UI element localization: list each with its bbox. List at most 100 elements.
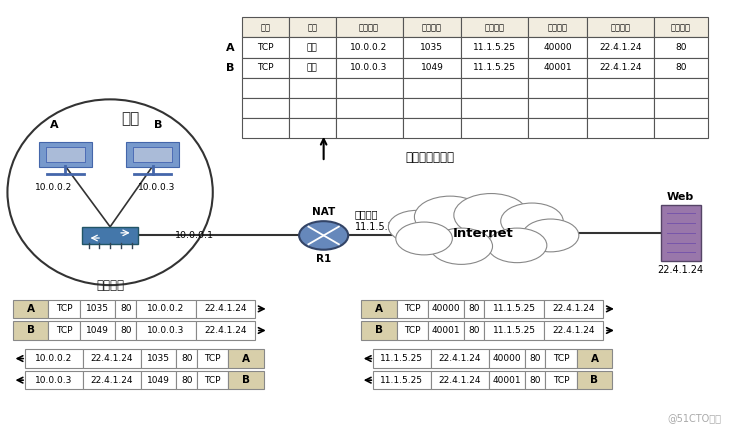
FancyBboxPatch shape xyxy=(48,321,80,340)
FancyBboxPatch shape xyxy=(136,321,196,340)
Text: A: A xyxy=(243,353,250,364)
Text: 22.4.1.24: 22.4.1.24 xyxy=(658,265,704,275)
FancyBboxPatch shape xyxy=(196,321,255,340)
FancyBboxPatch shape xyxy=(336,118,403,138)
Text: A: A xyxy=(225,42,234,53)
Text: 11.1.5.25: 11.1.5.25 xyxy=(473,43,516,52)
Circle shape xyxy=(522,219,579,252)
FancyBboxPatch shape xyxy=(484,321,544,340)
Text: 80: 80 xyxy=(181,376,193,384)
FancyBboxPatch shape xyxy=(289,17,336,38)
FancyBboxPatch shape xyxy=(197,371,228,389)
FancyBboxPatch shape xyxy=(464,300,484,318)
FancyBboxPatch shape xyxy=(176,371,197,389)
FancyBboxPatch shape xyxy=(525,371,545,389)
Text: 22.4.1.24: 22.4.1.24 xyxy=(599,63,642,72)
Text: TCP: TCP xyxy=(404,326,420,335)
Text: 22.4.1.24: 22.4.1.24 xyxy=(90,354,133,363)
Text: NAT: NAT xyxy=(312,206,336,217)
FancyBboxPatch shape xyxy=(136,300,196,318)
FancyBboxPatch shape xyxy=(25,349,83,368)
Text: 专用端口: 专用端口 xyxy=(422,23,442,32)
FancyBboxPatch shape xyxy=(13,300,48,318)
FancyBboxPatch shape xyxy=(48,300,80,318)
FancyBboxPatch shape xyxy=(525,349,545,368)
Text: TCP: TCP xyxy=(257,63,274,72)
FancyBboxPatch shape xyxy=(587,17,654,38)
Text: A: A xyxy=(591,353,598,364)
Text: TCP: TCP xyxy=(553,354,569,363)
FancyBboxPatch shape xyxy=(403,98,461,118)
Text: 22.4.1.24: 22.4.1.24 xyxy=(552,326,595,335)
Text: 22.4.1.24: 22.4.1.24 xyxy=(438,376,481,384)
Text: TCP: TCP xyxy=(257,43,274,52)
Text: 80: 80 xyxy=(468,305,480,313)
FancyBboxPatch shape xyxy=(336,38,403,57)
FancyBboxPatch shape xyxy=(587,78,654,98)
Text: A: A xyxy=(50,120,59,130)
Text: 10.0.0.2: 10.0.0.2 xyxy=(350,43,388,52)
Text: 远程地址: 远程地址 xyxy=(611,23,630,32)
Text: 1049: 1049 xyxy=(420,63,443,72)
FancyBboxPatch shape xyxy=(242,78,289,98)
FancyBboxPatch shape xyxy=(242,17,289,38)
FancyBboxPatch shape xyxy=(242,118,289,138)
FancyBboxPatch shape xyxy=(373,349,431,368)
Text: TCP: TCP xyxy=(205,354,221,363)
Text: 11.1.5.25: 11.1.5.25 xyxy=(380,376,423,384)
FancyBboxPatch shape xyxy=(289,57,336,78)
FancyBboxPatch shape xyxy=(528,78,587,98)
FancyBboxPatch shape xyxy=(431,371,489,389)
FancyBboxPatch shape xyxy=(289,78,336,98)
Text: 80: 80 xyxy=(181,354,193,363)
Text: 10.0.0.2: 10.0.0.2 xyxy=(35,354,72,363)
Text: 公网地址
11.1.5.25: 公网地址 11.1.5.25 xyxy=(355,209,401,232)
Text: B: B xyxy=(27,325,34,336)
FancyBboxPatch shape xyxy=(132,146,173,162)
Circle shape xyxy=(414,196,486,238)
Circle shape xyxy=(388,210,445,243)
Text: 11.1.5.25: 11.1.5.25 xyxy=(493,305,536,313)
Text: 80: 80 xyxy=(529,354,541,363)
Text: 1049: 1049 xyxy=(147,376,170,384)
Text: 22.4.1.24: 22.4.1.24 xyxy=(204,326,247,335)
Text: TCP: TCP xyxy=(404,305,420,313)
FancyBboxPatch shape xyxy=(587,98,654,118)
FancyBboxPatch shape xyxy=(80,300,115,318)
Text: 私网地址: 私网地址 xyxy=(96,279,124,292)
FancyBboxPatch shape xyxy=(587,38,654,57)
FancyBboxPatch shape xyxy=(45,146,86,162)
FancyBboxPatch shape xyxy=(528,17,587,38)
Text: B: B xyxy=(375,325,382,336)
FancyBboxPatch shape xyxy=(461,78,528,98)
Text: 端口地址转换表: 端口地址转换表 xyxy=(405,151,455,164)
FancyBboxPatch shape xyxy=(13,321,48,340)
Text: 方向: 方向 xyxy=(307,23,317,32)
Text: 22.4.1.24: 22.4.1.24 xyxy=(552,305,595,313)
FancyBboxPatch shape xyxy=(373,371,431,389)
FancyBboxPatch shape xyxy=(228,371,264,389)
FancyBboxPatch shape xyxy=(545,349,577,368)
Text: 40000: 40000 xyxy=(543,43,572,52)
Text: 22.4.1.24: 22.4.1.24 xyxy=(90,376,133,384)
Text: 出站: 出站 xyxy=(307,43,318,52)
FancyBboxPatch shape xyxy=(654,98,708,118)
Text: B: B xyxy=(591,375,598,385)
FancyBboxPatch shape xyxy=(545,371,577,389)
Circle shape xyxy=(454,194,528,237)
FancyBboxPatch shape xyxy=(464,321,484,340)
Circle shape xyxy=(487,228,547,263)
FancyBboxPatch shape xyxy=(242,57,289,78)
FancyBboxPatch shape xyxy=(661,206,701,261)
Text: 40000: 40000 xyxy=(493,354,521,363)
Text: 40001: 40001 xyxy=(493,376,521,384)
FancyBboxPatch shape xyxy=(83,371,141,389)
Text: 40001: 40001 xyxy=(543,63,572,72)
FancyBboxPatch shape xyxy=(577,371,612,389)
Text: 80: 80 xyxy=(120,305,132,313)
FancyBboxPatch shape xyxy=(431,349,489,368)
FancyBboxPatch shape xyxy=(489,371,525,389)
Text: 40000: 40000 xyxy=(432,305,460,313)
FancyBboxPatch shape xyxy=(126,142,179,167)
FancyBboxPatch shape xyxy=(397,300,428,318)
